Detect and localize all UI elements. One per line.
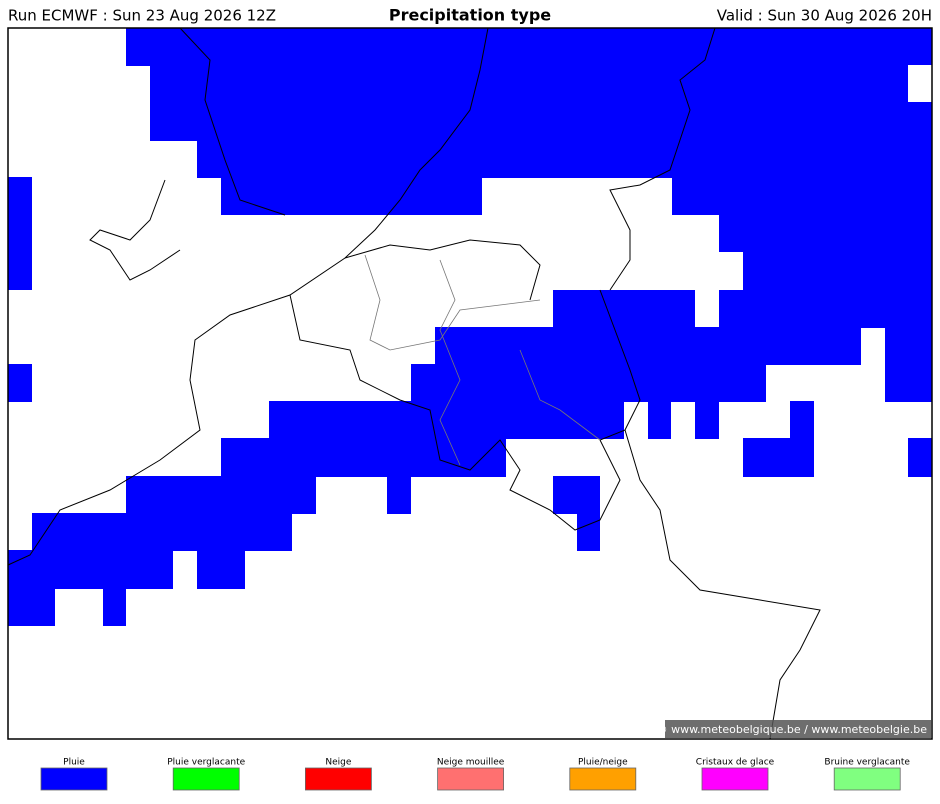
- legend-swatch: [833, 767, 901, 791]
- legend-swatch: [701, 767, 769, 791]
- legend-label: Bruine verglacante: [824, 758, 910, 768]
- credit-box: [665, 720, 931, 738]
- legend-label: Pluie: [63, 758, 85, 768]
- coastlines: [7, 27, 821, 740]
- legend-label: Cristaux de glace: [696, 758, 775, 768]
- legend-swatch: [172, 767, 240, 791]
- legend-label: Pluie verglacante: [167, 758, 245, 768]
- legend-swatch: [437, 767, 505, 791]
- legend-label: Neige: [325, 758, 351, 768]
- map-title: Precipitation type: [389, 6, 551, 25]
- legend-swatch: [40, 767, 108, 791]
- legend: Pluie Pluie verglacante Neige Neige mouille…: [40, 758, 910, 791]
- legend-swatch: [304, 767, 372, 791]
- legend-label: Neige mouillee: [437, 758, 505, 768]
- map-frame: [7, 27, 933, 740]
- credit: © www.meteobelgique.be / www.meteobelgie…: [657, 723, 928, 736]
- legend-swatch: [569, 767, 637, 791]
- valid-label: Valid : Sun 30 Aug 2026 20H: [717, 7, 932, 25]
- run-label: Run ECMWF : Sun 23 Aug 2026 12Z: [8, 7, 276, 25]
- legend-label: Pluie/neige: [578, 758, 628, 768]
- gap: [908, 65, 932, 102]
- borders: [364, 254, 601, 466]
- precipitation-area: [8, 28, 932, 626]
